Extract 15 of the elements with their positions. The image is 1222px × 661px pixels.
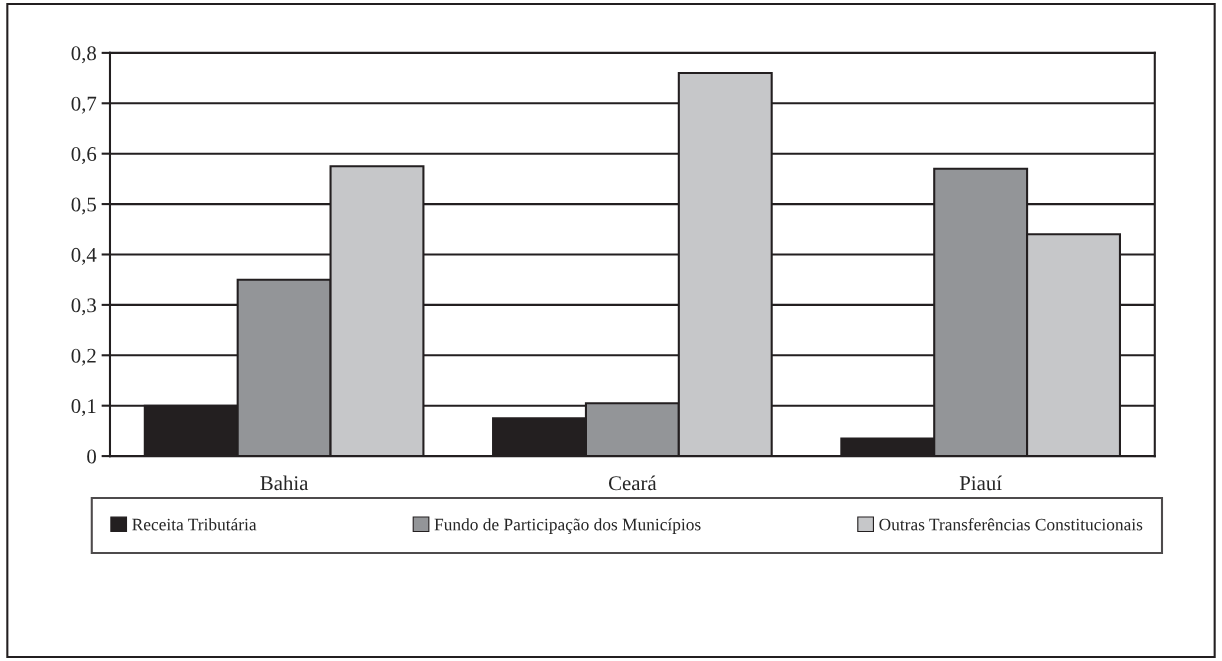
x-tick-label: Ceará <box>608 475 657 491</box>
y-tick-label: 0,1 <box>71 399 96 417</box>
x-tick-label: Bahia <box>260 475 309 491</box>
x-tick-label: Piauí <box>959 475 1002 491</box>
legend-label: Receita Tributária <box>132 518 257 531</box>
legend-label: Fundo de Participação dos Municípios <box>434 518 701 534</box>
y-tick-label: 0,6 <box>71 147 97 165</box>
y-tick-label: 0 <box>87 449 96 464</box>
y-tick-label: 0,5 <box>71 197 96 215</box>
y-tick-label: 0,3 <box>71 298 96 316</box>
y-tick-label: 0,8 <box>71 46 96 64</box>
y-tick-label: 0,7 <box>71 96 97 114</box>
legend-label: Outras Transferências Constitucionais <box>879 518 1143 531</box>
y-tick-label: 0,4 <box>71 247 97 265</box>
y-tick-label: 0,2 <box>71 348 96 366</box>
